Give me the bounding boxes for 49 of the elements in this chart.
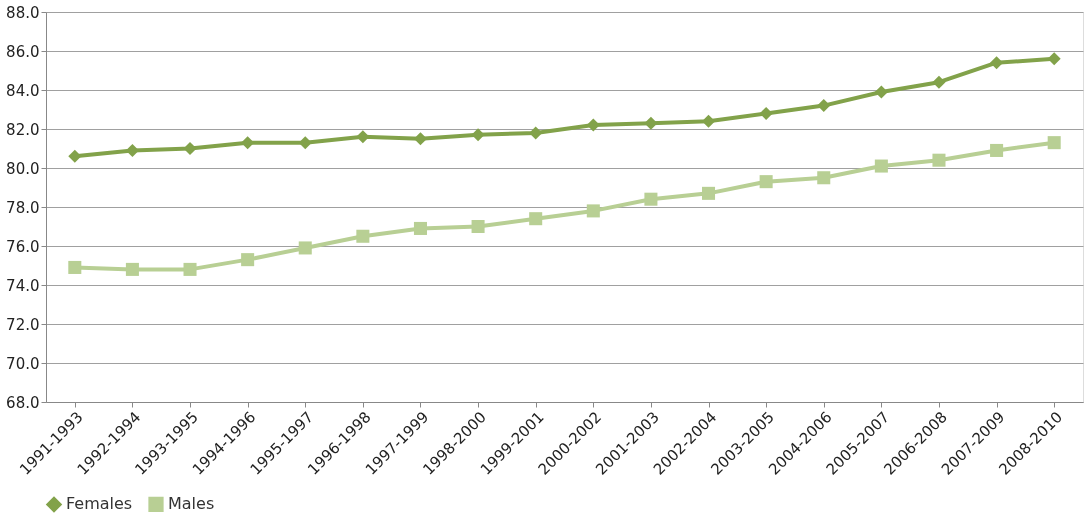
point	[183, 141, 197, 156]
point	[1047, 136, 1061, 150]
point	[125, 262, 139, 276]
y-tick-label: 88.0	[6, 3, 40, 22]
point	[932, 153, 946, 167]
point	[183, 262, 197, 276]
point	[817, 99, 831, 113]
y-tick-label: 80.0	[6, 159, 40, 178]
point	[298, 241, 312, 255]
y-tick-label: 72.0	[6, 315, 40, 334]
point	[759, 106, 773, 120]
y-tick-label: 70.0	[6, 354, 40, 373]
point	[874, 85, 888, 99]
point	[125, 143, 139, 157]
y-tick-label: 84.0	[6, 81, 40, 100]
y-tick-label: 76.0	[6, 237, 40, 256]
legend-label: Males	[168, 494, 215, 514]
point	[413, 132, 427, 146]
point	[356, 130, 370, 144]
y-tick-label: 82.0	[6, 120, 40, 139]
point	[759, 175, 773, 189]
point	[990, 143, 1004, 157]
point	[644, 116, 658, 130]
point	[932, 75, 946, 89]
point	[1047, 52, 1061, 66]
y-tick-label: 86.0	[6, 42, 40, 61]
y-tick-label: 68.0	[6, 393, 40, 412]
point	[68, 149, 82, 163]
point	[702, 186, 716, 200]
point	[471, 219, 485, 234]
point	[356, 229, 370, 243]
y-tick-label: 74.0	[6, 276, 40, 295]
point	[644, 192, 658, 206]
y-tick-label: 78.0	[6, 198, 40, 217]
legend-label: Females	[66, 494, 133, 514]
point	[702, 114, 716, 128]
point	[241, 136, 255, 150]
point	[529, 126, 543, 140]
point	[529, 212, 543, 226]
point	[68, 260, 82, 274]
point	[990, 56, 1004, 70]
point	[471, 128, 485, 142]
point	[413, 221, 427, 235]
point	[586, 204, 600, 218]
point	[874, 159, 888, 173]
point	[298, 136, 312, 150]
point	[241, 253, 255, 267]
point	[586, 118, 600, 132]
point	[817, 171, 831, 185]
